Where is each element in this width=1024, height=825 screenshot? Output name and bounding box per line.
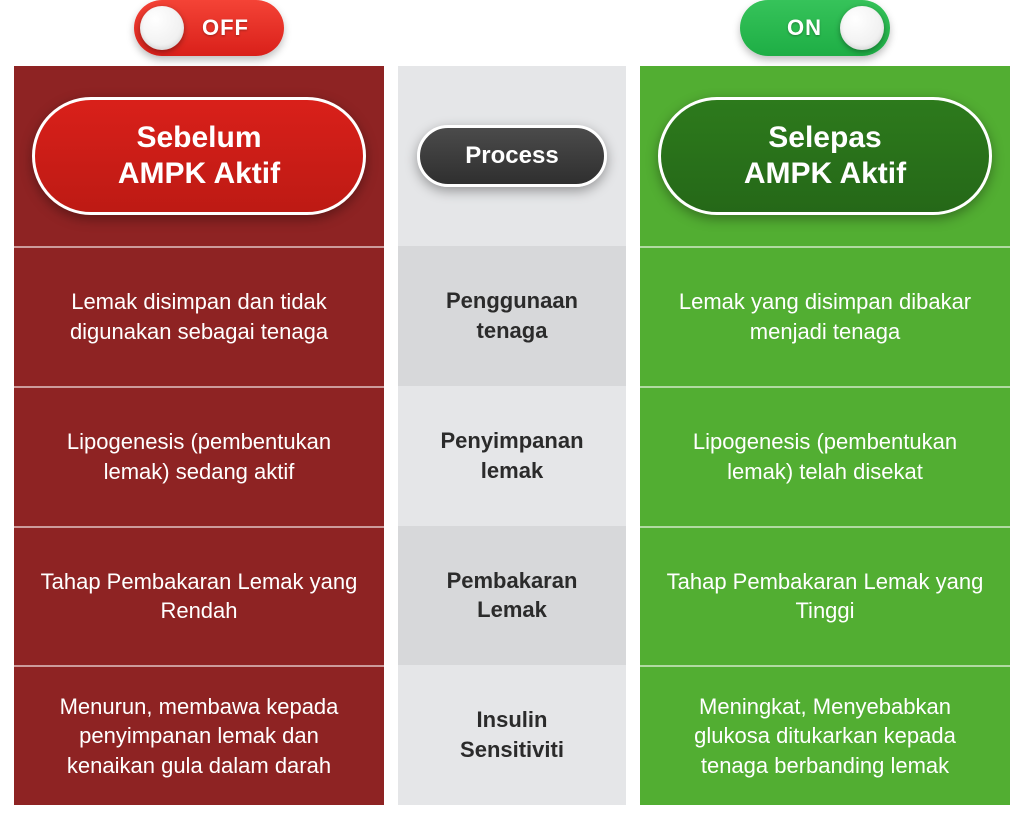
comparison-table: SebelumAMPK Aktif Lemak disimpan dan tid… — [14, 66, 1010, 805]
column-after-header: SelepasAMPK Aktif — [640, 66, 1010, 246]
column-before-header-pill: SebelumAMPK Aktif — [32, 97, 366, 215]
toggle-off: OFF — [134, 0, 284, 56]
cell-before-0: Lemak disimpan dan tidak digunakan sebag… — [14, 246, 384, 386]
toggle-on-knob — [840, 6, 884, 50]
cell-process-0: Penggunaan tenaga — [398, 246, 626, 386]
cell-process-2: Pembakaran Lemak — [398, 526, 626, 666]
cell-after-1: Lipogenesis (pembentukan lemak) telah di… — [640, 386, 1010, 526]
column-after: SelepasAMPK Aktif Lemak yang disimpan di… — [640, 66, 1010, 805]
cell-after-2: Tahap Pembakaran Lemak yang Tinggi — [640, 526, 1010, 666]
toggle-row: OFF ON — [14, 0, 1010, 56]
column-after-header-pill: SelepasAMPK Aktif — [658, 97, 992, 215]
cell-process-1: Penyimpanan lemak — [398, 386, 626, 526]
toggle-off-label: OFF — [202, 15, 249, 41]
column-process-header: Process — [398, 66, 626, 246]
cell-process-3: Insulin Sensitiviti — [398, 665, 626, 805]
column-process-header-pill: Process — [417, 125, 607, 188]
cell-after-3: Meningkat, Menyebabkan glukosa ditukarka… — [640, 665, 1010, 805]
cell-after-0: Lemak yang disimpan dibakar menjadi tena… — [640, 246, 1010, 386]
cell-before-3: Menurun, membawa kepada penyimpanan lema… — [14, 665, 384, 805]
column-process: Process Penggunaan tenaga Penyimpanan le… — [398, 66, 626, 805]
cell-before-2: Tahap Pembakaran Lemak yang Rendah — [14, 526, 384, 666]
toggle-on-label: ON — [787, 15, 822, 41]
column-before: SebelumAMPK Aktif Lemak disimpan dan tid… — [14, 66, 384, 805]
cell-before-1: Lipogenesis (pembentukan lemak) sedang a… — [14, 386, 384, 526]
comparison-infographic: OFF ON SebelumAMPK Aktif Lemak disimpan … — [0, 0, 1024, 825]
toggle-off-knob — [140, 6, 184, 50]
toggle-on: ON — [740, 0, 890, 56]
column-before-header: SebelumAMPK Aktif — [14, 66, 384, 246]
